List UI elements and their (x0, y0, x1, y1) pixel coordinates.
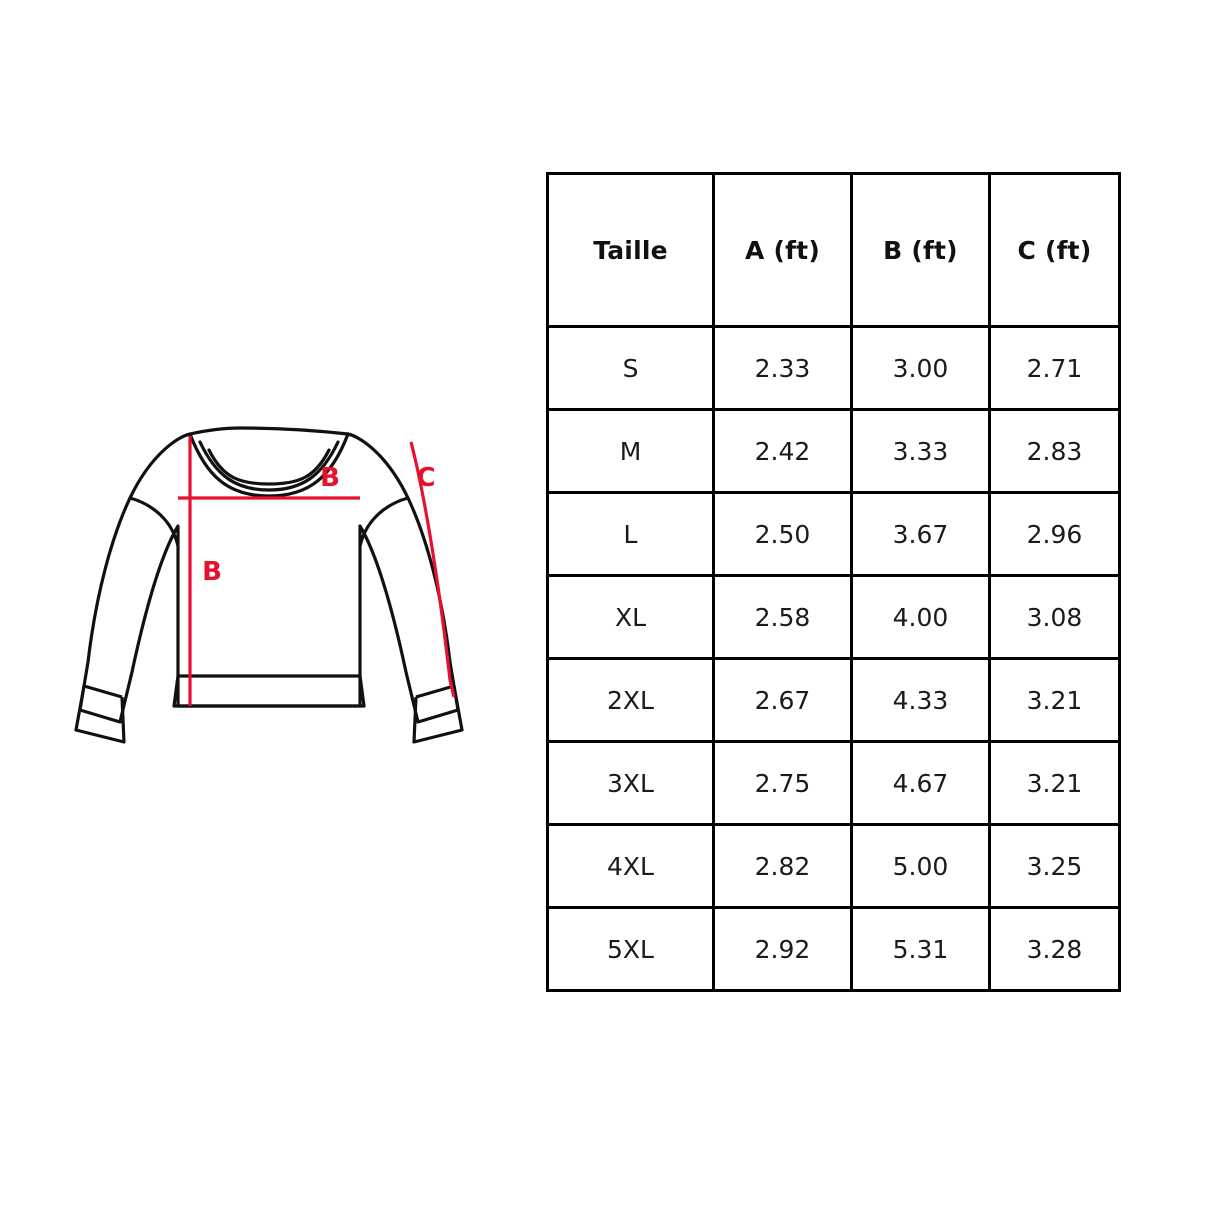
table-row: 5XL 2.92 5.31 3.28 (546, 906, 1121, 992)
cell-c: 3.08 (988, 574, 1121, 660)
cell-size: 3XL (546, 740, 715, 826)
cell-size: XL (546, 574, 715, 660)
cell-a: 2.42 (712, 408, 853, 494)
table-row: L 2.50 3.67 2.96 (546, 491, 1121, 577)
table-row: 2XL 2.67 4.33 3.21 (546, 657, 1121, 743)
cell-size: S (546, 325, 715, 411)
cell-b: 3.67 (850, 491, 991, 577)
cell-size: 4XL (546, 823, 715, 909)
size-table-container: Taille A (ft) B (ft) C (ft) S 2.33 3.00 … (546, 172, 1121, 992)
hem-band (172, 674, 366, 708)
garment-outline (78, 432, 460, 724)
armhole-seam-right (358, 496, 410, 548)
cell-b: 5.00 (850, 823, 991, 909)
cell-a: 2.33 (712, 325, 853, 411)
cell-c: 3.25 (988, 823, 1121, 909)
column-header-b: B (ft) (850, 172, 991, 328)
header-row: Taille A (ft) B (ft) C (ft) (546, 172, 1121, 328)
cell-c: 2.96 (988, 491, 1121, 577)
table-row: M 2.42 3.33 2.83 (546, 408, 1121, 494)
cell-c: 3.21 (988, 657, 1121, 743)
cell-size: 2XL (546, 657, 715, 743)
collar-rib-inner-1 (198, 440, 340, 492)
table-header: Taille A (ft) B (ft) C (ft) (546, 172, 1121, 328)
cell-a: 2.92 (712, 906, 853, 992)
measure-line-c-sleeve (409, 441, 456, 698)
column-header-a: A (ft) (712, 172, 853, 328)
cell-size: M (546, 408, 715, 494)
cell-a: 2.58 (712, 574, 853, 660)
table-body: S 2.33 3.00 2.71 M 2.42 3.33 2.83 L 2.50… (546, 325, 1121, 992)
measure-label-b-chest: B (320, 463, 340, 493)
cell-a: 2.50 (712, 491, 853, 577)
neckline-outer (188, 426, 350, 498)
cell-a: 2.82 (712, 823, 853, 909)
cuff-right (412, 684, 464, 744)
table-row: XL 2.58 4.00 3.08 (546, 574, 1121, 660)
cell-c: 2.71 (988, 325, 1121, 411)
cell-c: 3.21 (988, 740, 1121, 826)
table-row: 3XL 2.75 4.67 3.21 (546, 740, 1121, 826)
measure-label-b-length: B (202, 557, 222, 587)
collar-rib-inner-2 (207, 448, 331, 486)
cell-b: 3.33 (850, 408, 991, 494)
cell-size: 5XL (546, 906, 715, 992)
cell-b: 3.00 (850, 325, 991, 411)
cell-c: 3.28 (988, 906, 1121, 992)
table-row: S 2.33 3.00 2.71 (546, 325, 1121, 411)
cell-size: L (546, 491, 715, 577)
cell-a: 2.67 (712, 657, 853, 743)
garment-diagram: B B C (60, 380, 480, 780)
column-header-c: C (ft) (988, 172, 1121, 328)
cuff-left (74, 684, 126, 744)
cell-b: 4.00 (850, 574, 991, 660)
cell-a: 2.75 (712, 740, 853, 826)
cell-b: 5.31 (850, 906, 991, 992)
armhole-seam-left (128, 496, 180, 548)
table-row: 4XL 2.82 5.00 3.25 (546, 823, 1121, 909)
column-header-taille: Taille (546, 172, 715, 328)
cell-b: 4.33 (850, 657, 991, 743)
size-table: Taille A (ft) B (ft) C (ft) S 2.33 3.00 … (546, 172, 1121, 992)
measure-label-c-sleeve: C (416, 463, 435, 493)
cell-b: 4.67 (850, 740, 991, 826)
sweatshirt-illustration: B B C (74, 426, 464, 744)
cell-c: 2.83 (988, 408, 1121, 494)
